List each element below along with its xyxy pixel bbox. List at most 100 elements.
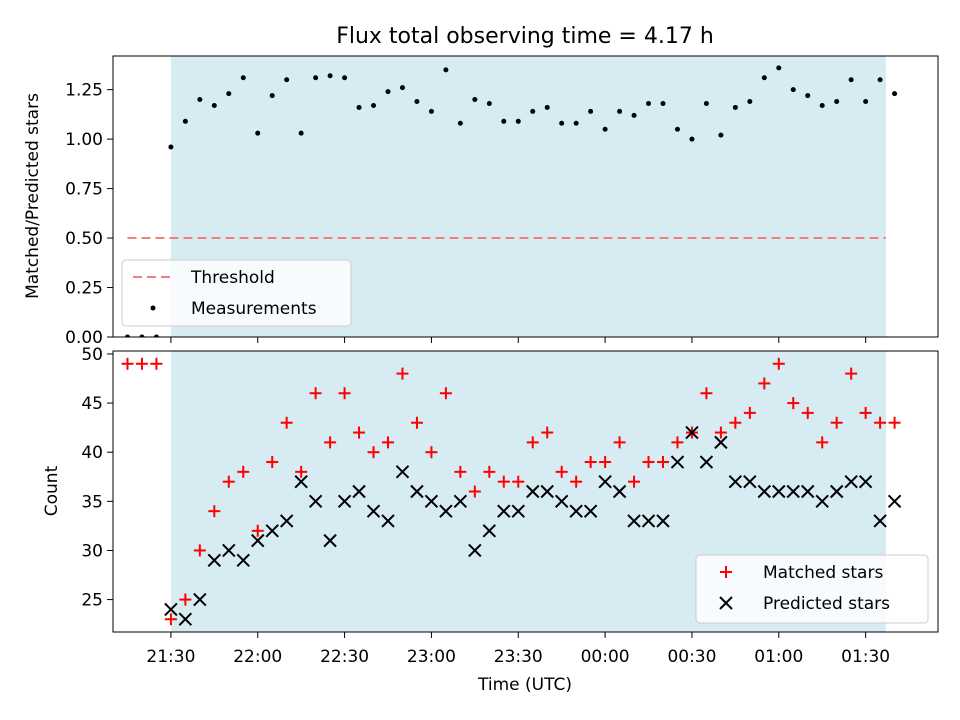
matched-star-point (845, 367, 858, 380)
matched-star-point (541, 426, 554, 439)
predicted-star-point (265, 524, 279, 538)
predicted-star-point (207, 553, 222, 567)
measurement-point (674, 126, 680, 132)
measurement-point (805, 93, 811, 99)
matched-star-point (179, 593, 192, 606)
measurement-point (617, 108, 623, 114)
matched-star-point (874, 416, 887, 429)
measurement-point (819, 102, 825, 108)
y-tick-label: 50 (81, 345, 103, 365)
matched-legend-label: Matched stars (763, 563, 883, 583)
matched-star-point (208, 505, 221, 518)
predicted-star-point (366, 504, 381, 518)
measurement-point (197, 97, 203, 103)
matched-star-point (657, 456, 669, 469)
matched-star-point (497, 475, 510, 488)
y-tick-label: 1.00 (65, 130, 103, 150)
predicted-star-point (193, 592, 207, 607)
matched-star-point (324, 436, 337, 449)
x-axis-label: Time (UTC) (477, 675, 572, 695)
matched-star-point (338, 387, 351, 400)
predicted-star-point (381, 514, 395, 528)
predicted-star-point (844, 474, 858, 489)
predicted-star-point (641, 514, 656, 528)
top-y-axis-label: Matched/Predicted stars (23, 93, 43, 299)
top-axes-frame (112, 55, 939, 338)
threshold-legend-label: Threshold (190, 268, 275, 288)
predicted-star-point (829, 484, 844, 499)
predicted-star-point (526, 484, 540, 499)
matched-star-point (439, 387, 452, 400)
measurement-point (211, 102, 217, 108)
matched-star-point (367, 446, 380, 459)
predicted-star-point (323, 533, 337, 548)
predicted-star-point (728, 474, 743, 489)
y-tick-label: 0.50 (65, 229, 103, 249)
measurement-point (588, 108, 594, 114)
measurement-point (732, 104, 738, 110)
measurements-legend-label: Measurements (191, 299, 317, 319)
measurement-point (443, 67, 449, 73)
matched-star-point (613, 436, 626, 449)
measurement-point (124, 334, 130, 337)
predicted-star-point (178, 612, 193, 626)
measurement-point (790, 87, 796, 93)
matched-star-point (555, 465, 568, 478)
y-tick-label: 1.25 (65, 81, 103, 101)
y-tick-label: 25 (81, 591, 103, 611)
x-tick-label: 23:00 (407, 647, 456, 667)
matched-star-point (382, 436, 394, 449)
matched-star-point (671, 436, 684, 449)
matched-star-point (830, 416, 843, 429)
measurement-point (284, 77, 290, 83)
predicted-star-point (279, 514, 294, 528)
measurement-point (269, 93, 275, 99)
matched-star-point (729, 416, 742, 429)
matched-star-point (700, 387, 713, 400)
predicted-star-point (540, 484, 554, 499)
x-tick-label: 23:30 (494, 647, 543, 667)
measurement-point (530, 108, 536, 114)
predicted-star-point (801, 484, 815, 499)
y-tick-label: 35 (81, 492, 103, 512)
measurement-point (834, 99, 840, 105)
predicted-star-point (656, 514, 670, 528)
y-tick-label: 0.00 (65, 328, 103, 348)
predicted-star-point (424, 494, 439, 509)
predicted-star-point (294, 474, 308, 489)
measurement-point (544, 104, 550, 110)
matched-star-point (266, 456, 279, 469)
measurement-point (356, 104, 362, 110)
predicted-star-point (453, 494, 468, 509)
measurement-point (428, 108, 434, 114)
bottom-y-axis-label: Count (42, 465, 62, 516)
matched-star-point (295, 465, 308, 478)
matched-star-point (222, 475, 235, 488)
measurement-point (848, 77, 854, 83)
matched-star-point (584, 456, 597, 469)
predicted-star-point (612, 484, 627, 499)
matched-star-point (121, 357, 134, 370)
matched-star-point (396, 367, 409, 380)
measurement-point (718, 132, 724, 138)
y-tick-label: 0.75 (65, 180, 103, 200)
measurement-point (182, 118, 188, 124)
predicted-star-point (569, 504, 583, 518)
predicted-star-point (598, 474, 612, 489)
measurement-point (327, 73, 333, 79)
matched-star-point (309, 387, 322, 400)
measurement-point (385, 89, 391, 95)
measurement-point (153, 334, 159, 337)
measurement-point (255, 130, 261, 136)
x-tick-label: 01:30 (841, 647, 890, 667)
matched-star-point (512, 475, 525, 488)
matched-star-point (801, 406, 814, 419)
predicted-star-point (670, 455, 685, 469)
measurement-point (660, 100, 666, 106)
predicted-star-point (439, 504, 453, 518)
matched-star-point (164, 613, 177, 626)
top-legend: Threshold Measurements (121, 259, 352, 327)
predicted-star-point (887, 494, 902, 509)
predicted-star-point (251, 533, 265, 548)
predicted-star-point (627, 514, 641, 528)
